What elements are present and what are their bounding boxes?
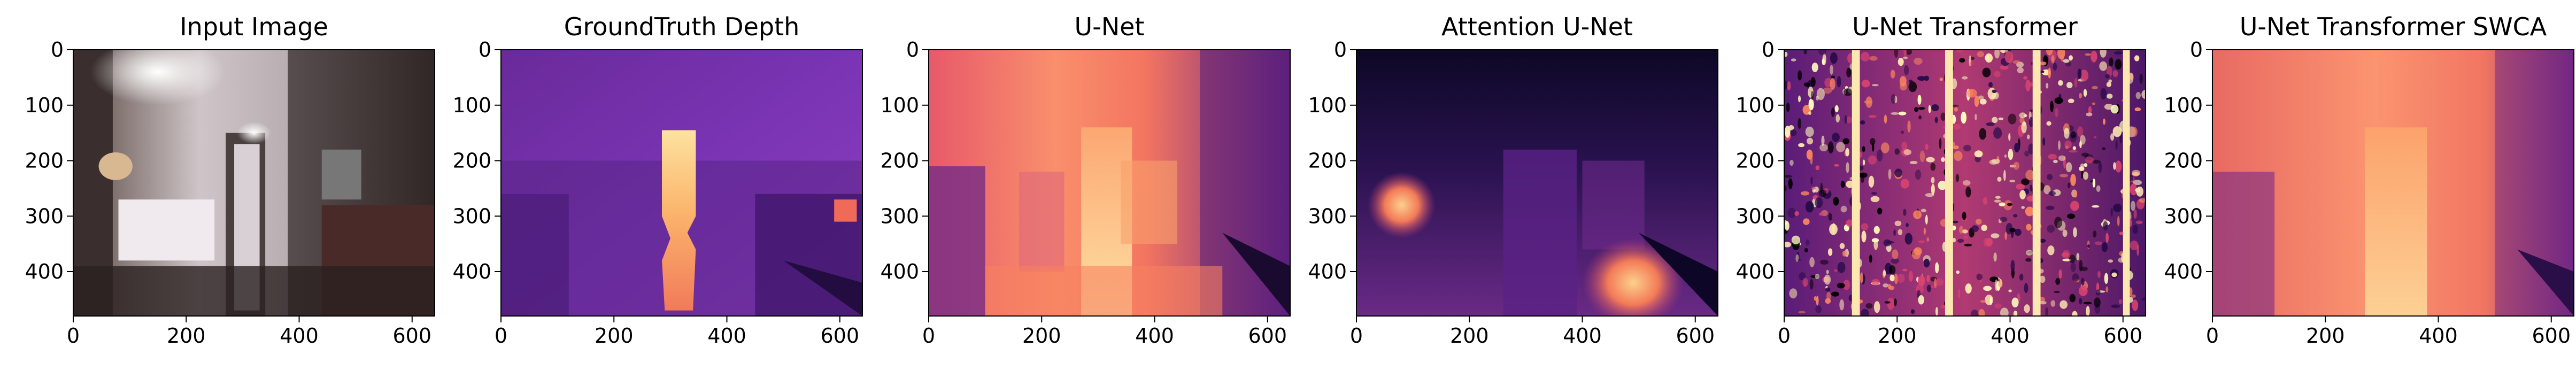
y-tick-label: 0	[51, 38, 64, 61]
panel-title: Attention U-Net	[1441, 12, 1633, 41]
x-tick-label: 400	[707, 324, 746, 348]
y-tick-label: 200	[1308, 149, 1347, 173]
x-tick-label: 200	[2306, 324, 2345, 348]
x-tick-label: 200	[1022, 324, 1061, 348]
panel-title: U-Net Transformer	[1852, 12, 2078, 41]
panel-title: U-Net Transformer SWCA	[2240, 12, 2547, 41]
panel-input-image: Input Image 0 200 400 600 0 100 200 300 400	[25, 12, 435, 348]
panel-groundtruth-depth: GroundTruth Depth 0 200 400 600 0 100 200 300 40…	[452, 12, 863, 348]
panel-title: U-Net	[1074, 12, 1144, 41]
panel-title: GroundTruth Depth	[564, 12, 800, 41]
y-tick-label: 100	[2164, 94, 2203, 117]
x-tick-label: 600	[820, 324, 859, 348]
x-tick-label: 600	[2103, 324, 2142, 348]
image-unet-transformer-swca	[2212, 50, 2574, 316]
y-tick-label: 0	[1762, 38, 1775, 61]
x-tick-label: 600	[392, 324, 431, 348]
image-unet-transformer	[1784, 50, 2146, 316]
y-tick-label: 100	[880, 94, 919, 117]
image-unet	[929, 50, 1290, 316]
axes-frame	[1356, 49, 1718, 317]
y-tick-label: 200	[1736, 149, 1775, 173]
panel-title: Input Image	[180, 12, 328, 41]
y-tick-label: 400	[452, 260, 491, 283]
y-tick-label: 400	[25, 260, 64, 283]
y-tick-label: 400	[1736, 260, 1775, 283]
image-groundtruth-depth	[501, 50, 862, 316]
y-tick-label: 200	[2164, 149, 2203, 173]
axes-frame	[500, 49, 863, 317]
panel-unet: U-Net 0 200 400 600 0 100 200 300 400	[880, 12, 1291, 348]
panel-attention-unet: Attention U-Net 0 200 400 600 0 100 200 300 400	[1308, 12, 1718, 348]
axes-frame	[928, 49, 1291, 317]
y-tick-label: 0	[479, 38, 491, 61]
panel-unet-transformer: U-Net Transformer 0 200 400 600 0 100 200 300 40…	[1736, 12, 2146, 348]
panel-unet-transformer-swca: U-Net Transformer SWCA 0 200 400 600 0 100 200…	[2164, 12, 2574, 348]
x-tick-label: 0	[1778, 324, 1791, 348]
x-tick-label: 200	[1450, 324, 1489, 348]
x-tick-label: 400	[2419, 324, 2458, 348]
y-tick-label: 300	[25, 204, 64, 228]
image-input	[73, 50, 435, 316]
x-tick-label: 200	[167, 324, 206, 348]
x-tick-label: 400	[1563, 324, 1602, 348]
y-tick-label: 300	[2164, 204, 2203, 228]
x-tick-label: 400	[1135, 324, 1174, 348]
y-tick-label: 300	[452, 204, 491, 228]
y-tick-label: 0	[906, 38, 919, 61]
y-tick-label: 100	[452, 94, 491, 117]
x-tick-label: 0	[67, 324, 80, 348]
x-tick-label: 0	[2206, 324, 2219, 348]
x-tick-label: 600	[2532, 324, 2571, 348]
x-tick-label: 400	[280, 324, 319, 348]
y-tick-label: 400	[880, 260, 919, 283]
x-tick-label: 0	[1350, 324, 1363, 348]
x-tick-label: 0	[922, 324, 935, 348]
axes-frame	[73, 49, 435, 317]
y-tick-label: 100	[1308, 94, 1347, 117]
x-tick-label: 0	[495, 324, 507, 348]
x-tick-label: 200	[595, 324, 634, 348]
x-tick-label: 600	[1676, 324, 1715, 348]
y-tick-label: 400	[1308, 260, 1347, 283]
y-tick-label: 400	[2164, 260, 2203, 283]
y-tick-label: 200	[25, 149, 64, 173]
y-tick-label: 100	[25, 94, 64, 117]
y-tick-label: 300	[1308, 204, 1347, 228]
axes-frame	[2212, 49, 2574, 317]
y-tick-label: 100	[1736, 94, 1775, 117]
x-tick-label: 400	[1991, 324, 2030, 348]
x-tick-label: 600	[1248, 324, 1287, 348]
x-tick-label: 200	[1878, 324, 1917, 348]
y-tick-label: 300	[1736, 204, 1775, 228]
axes-frame	[1784, 49, 2146, 317]
y-tick-label: 0	[1334, 38, 1347, 61]
y-tick-label: 300	[880, 204, 919, 228]
y-tick-label: 200	[452, 149, 491, 173]
image-attention-unet	[1356, 50, 1718, 316]
y-tick-label: 0	[2190, 38, 2203, 61]
y-tick-label: 200	[880, 149, 919, 173]
